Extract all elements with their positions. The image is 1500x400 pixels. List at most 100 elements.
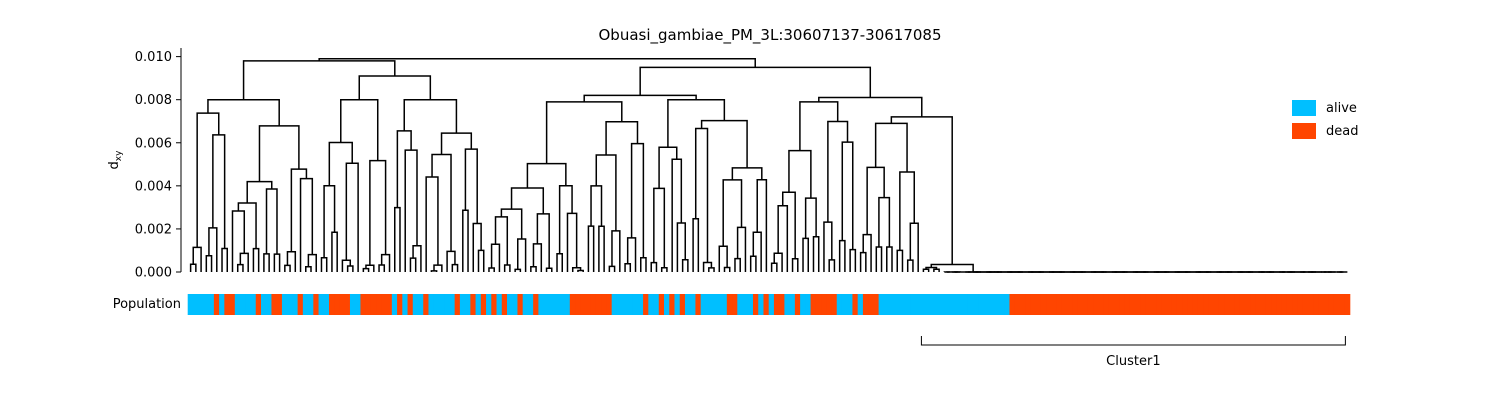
population-cell-dead — [1119, 294, 1126, 315]
population-cell-dead — [480, 294, 487, 315]
population-cell-alive — [737, 294, 744, 315]
population-cell-alive — [203, 294, 210, 315]
population-cell-alive — [391, 294, 398, 315]
dendrogram-link — [510, 187, 545, 214]
dendrogram-link — [205, 255, 213, 272]
dendrogram-link — [323, 185, 336, 258]
population-cell-dead — [1213, 294, 1220, 315]
population-cell-alive — [653, 294, 660, 315]
dendrogram-link — [899, 171, 915, 251]
dendrogram-link — [236, 263, 244, 272]
population-cell-dead — [423, 294, 430, 315]
cluster-annotation: Cluster1 — [920, 336, 1346, 369]
dendrogram-link — [788, 149, 812, 199]
y-tick-label: 0.004 — [135, 179, 172, 194]
dendrogram-link — [464, 148, 478, 224]
population-cell-dead — [821, 294, 827, 315]
dendrogram-link — [346, 265, 354, 272]
population-cell-dead — [658, 294, 665, 315]
y-tick-label: 0.008 — [135, 93, 172, 108]
dendrogram-link — [841, 141, 854, 250]
population-cell-dead — [590, 294, 597, 315]
dendrogram-link — [818, 96, 923, 117]
population-cell-dead — [454, 294, 461, 315]
dendrogram-link — [799, 101, 839, 151]
population-cell-dead — [1077, 294, 1084, 315]
population-cell-alive — [957, 294, 963, 315]
dendrogram-link — [587, 225, 595, 272]
dendrogram-link — [590, 185, 603, 227]
population-cell-alive — [999, 294, 1005, 315]
population-cell-dead — [1187, 294, 1194, 315]
population-cell-dead — [868, 294, 874, 315]
population-cell-dead — [1009, 294, 1016, 315]
population-cell-dead — [1182, 294, 1189, 315]
population-cell-dead — [852, 294, 859, 315]
population-cell-dead — [533, 294, 539, 315]
population-cell-alive — [402, 294, 409, 315]
dendrogram-link — [265, 188, 278, 255]
population-cell-alive — [318, 294, 325, 315]
population-cell-alive — [894, 294, 901, 315]
dendrogram-link — [731, 167, 763, 180]
population-cell-alive — [1004, 294, 1011, 315]
dendrogram-link — [430, 270, 438, 272]
population-cell-alive — [512, 294, 519, 315]
legend: alive dead — [1292, 100, 1358, 139]
dendrogram-link — [849, 248, 857, 272]
dendrogram-link — [723, 266, 731, 272]
population-cell-dead — [1265, 294, 1272, 315]
dendrogram-link — [875, 246, 883, 272]
dendrogram-link — [734, 257, 741, 272]
dendrogram-link — [626, 237, 637, 272]
population-cell-dead — [1108, 294, 1115, 315]
population-cell-alive — [198, 294, 205, 315]
dendrogram-link — [878, 196, 891, 248]
dendrogram-link — [307, 253, 317, 272]
population-cell-dead — [1019, 294, 1026, 315]
dendrogram-link — [545, 267, 553, 272]
dendrogram-link — [341, 259, 352, 272]
population-cell-alive — [418, 294, 424, 315]
population-cell-alive — [637, 294, 644, 315]
dendrogram-link — [189, 263, 197, 272]
population-cell-dead — [1150, 294, 1157, 315]
population-cell-dead — [595, 294, 602, 315]
population-cell-alive — [805, 294, 812, 315]
population-cell-alive — [742, 294, 749, 315]
population-cell-dead — [1323, 294, 1330, 315]
population-cell-alive — [245, 294, 252, 315]
dendrogram-link — [640, 257, 647, 272]
dendrogram-link — [930, 263, 974, 272]
population-cell-dead — [580, 294, 587, 315]
population-cell-dead — [815, 294, 822, 315]
population-cell-alive — [486, 294, 492, 315]
population-cell-alive — [292, 294, 299, 315]
dendrogram-link — [812, 236, 820, 272]
population-cell-alive — [684, 294, 691, 315]
dendrogram-link — [192, 246, 202, 272]
dendrogram-link — [556, 253, 563, 272]
population-cell-dead — [873, 294, 880, 315]
population-cell-dead — [575, 294, 581, 315]
population-cell-dead — [752, 294, 759, 315]
population-cell-alive — [219, 294, 225, 315]
legend-label-alive: alive — [1326, 101, 1357, 116]
population-cell-alive — [323, 294, 330, 315]
dendrogram-link — [258, 125, 300, 182]
population-cell-alive — [983, 294, 990, 315]
population-cell-alive — [287, 294, 293, 315]
dendrogram-link — [558, 185, 573, 254]
dendrogram-link — [451, 263, 459, 272]
population-cell-dead — [224, 294, 231, 315]
population-cell-dead — [344, 294, 351, 315]
dendrogram-link — [906, 259, 914, 272]
population-cell-alive — [648, 294, 655, 315]
dendrogram-link — [358, 75, 432, 100]
population-cell-alive — [627, 294, 634, 315]
dendrogram-link — [532, 243, 543, 272]
population-cell-dead — [1260, 294, 1267, 315]
population-cell-dead — [397, 294, 403, 315]
population-cell-alive — [444, 294, 451, 315]
population-cell-alive — [449, 294, 456, 315]
